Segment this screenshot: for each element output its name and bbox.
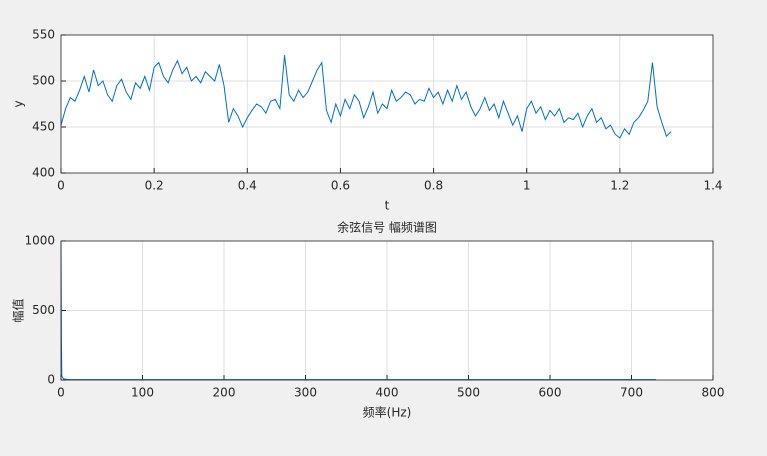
x-tick-label: 700 <box>620 386 643 400</box>
y-tick-label: 500 <box>32 303 55 317</box>
x-tick-label: 1.2 <box>610 179 629 193</box>
y-tick-label: 400 <box>32 166 55 180</box>
y-tick-label: 500 <box>32 74 55 88</box>
data-line <box>60 55 672 139</box>
x-tick-label: 600 <box>539 386 562 400</box>
x-tick-label: 1 <box>523 179 531 193</box>
x-tick-label: 500 <box>457 386 480 400</box>
axes-box <box>60 34 714 174</box>
x-tick-label: 0 <box>57 386 65 400</box>
x-axis-label: t <box>385 199 390 213</box>
x-tick-label: 400 <box>376 386 399 400</box>
y-tick-label: 0 <box>47 373 55 387</box>
y-tick-label: 550 <box>32 28 55 42</box>
x-tick-label: 200 <box>213 386 236 400</box>
x-tick-label: 0 <box>57 179 65 193</box>
y-tick-label: 450 <box>32 120 55 134</box>
x-tick-label: 1.4 <box>703 179 722 193</box>
y-axis-label: y <box>12 100 26 107</box>
x-tick-label: 800 <box>702 386 725 400</box>
axes-box <box>60 240 714 381</box>
x-tick-label: 0.6 <box>331 179 350 193</box>
x-tick-label: 0.4 <box>238 179 257 193</box>
chart-title: 余弦信号 幅频谱图 <box>337 220 437 235</box>
plot-area <box>61 35 713 173</box>
x-tick-label: 100 <box>131 386 154 400</box>
x-tick-label: 0.8 <box>424 179 443 193</box>
x-axis-label: 频率(Hz) <box>363 405 412 420</box>
y-tick-label: 1000 <box>24 234 55 248</box>
y-axis-label: 幅值 <box>11 298 26 322</box>
x-tick-label: 0.2 <box>145 179 164 193</box>
x-tick-label: 300 <box>294 386 317 400</box>
